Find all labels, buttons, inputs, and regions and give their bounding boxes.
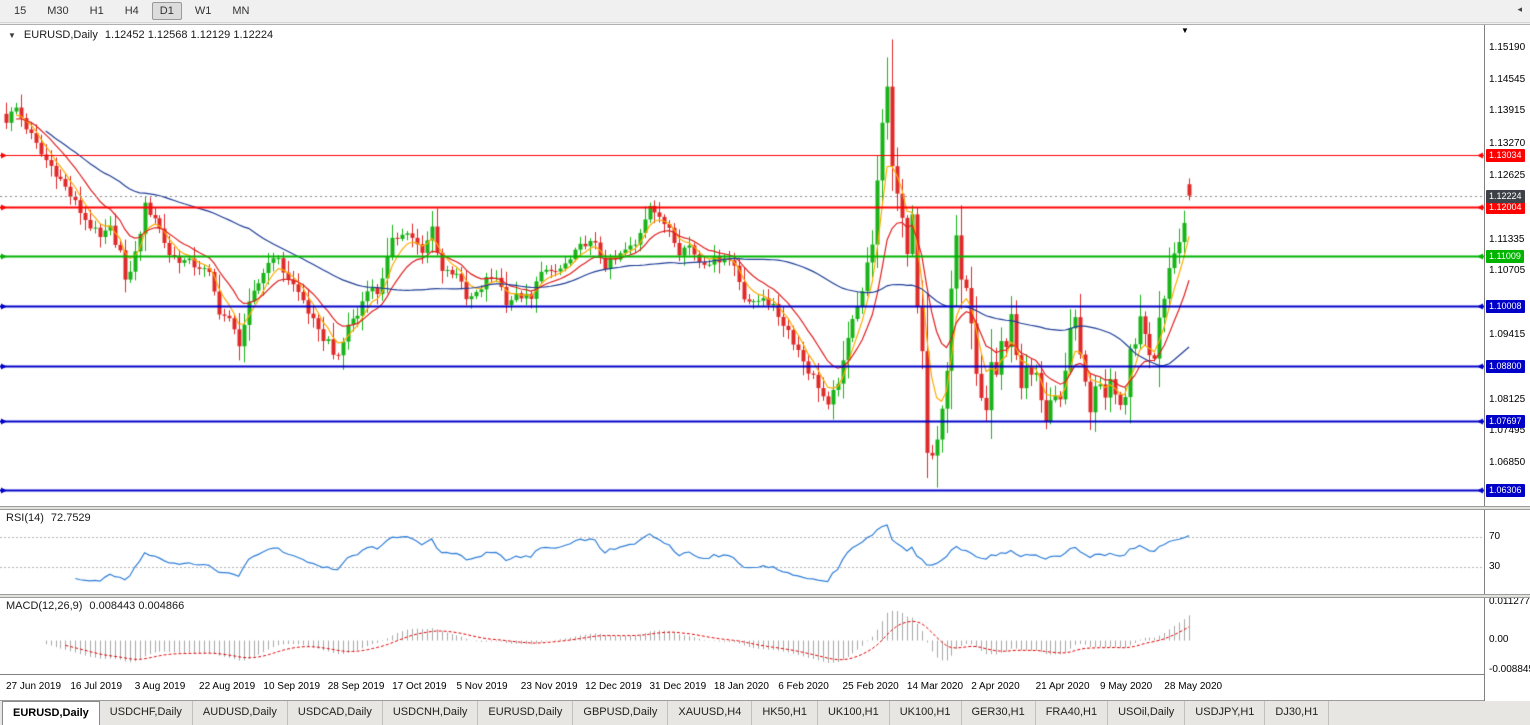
time-scale-label: 12 Dec 2019 <box>585 681 642 692</box>
time-scale-label: 27 Jun 2019 <box>6 681 62 692</box>
price-scale-tick: 1.06850 <box>1489 457 1526 469</box>
chart-tab-uk100-h1[interactable]: UK100,H1 <box>818 701 890 725</box>
time-scale[interactable]: 27 Jun 2019 16 Jul 2019 3 Aug 2019 22 Aug 2… <box>0 674 1484 701</box>
time-scale-label: 10 Sep 2019 <box>263 681 321 692</box>
rsi-scale-tick: 30 <box>1489 560 1501 572</box>
price-level-badge: 1.08800 <box>1486 360 1525 374</box>
time-scale-label: 28 Sep 2019 <box>327 681 385 692</box>
rsi-scale-tick: 70 <box>1489 531 1501 543</box>
timeframe-button-h1[interactable]: H1 <box>89 5 104 17</box>
price-scale-tick: 1.15190 <box>1489 41 1526 53</box>
price-scale-tick: 1.12625 <box>1489 169 1526 181</box>
chart-tab-fra40-h1[interactable]: FRA40,H1 <box>1036 701 1109 725</box>
time-scale-label: 14 Mar 2020 <box>906 681 964 692</box>
chart-tab-eurusd-daily[interactable]: EURUSD,Daily <box>478 701 574 725</box>
rsi-header: RSI(14) 72.7529 <box>6 512 91 524</box>
timeframe-button-w1[interactable]: W1 <box>194 5 212 17</box>
macd-indicator-label: MACD(12,26,9) <box>6 600 83 612</box>
rsi-indicator-value: 72.7529 <box>50 512 91 524</box>
chart-tab-usdcad-daily[interactable]: USDCAD,Daily <box>288 701 383 725</box>
time-scale-label: 3 Aug 2019 <box>134 681 186 692</box>
macd-indicator-values: 0.008443 0.004866 <box>89 600 185 612</box>
current-price-badge: 1.12224 <box>1486 189 1525 203</box>
chart-shift-marker-icon[interactable]: ▼ <box>1181 26 1189 35</box>
chart-tab-xauusd-h4[interactable]: XAUUSD,H4 <box>668 701 753 725</box>
macd-scale-tick: 0.00 <box>1489 634 1509 646</box>
main-chart-canvas[interactable] <box>0 25 1484 506</box>
time-scale-label: 23 Nov 2019 <box>520 681 578 692</box>
timeframe-button-group: 15 M30 H1 H4 D1 W1 MN <box>6 2 257 20</box>
time-scale-label: 5 Nov 2019 <box>456 681 508 692</box>
price-level-badge: 1.12004 <box>1486 200 1525 214</box>
chart-tab-usdchf-daily[interactable]: USDCHF,Daily <box>100 701 193 725</box>
timeframe-toolbar: 15 M30 H1 H4 D1 W1 MN ◂ <box>0 0 1530 23</box>
chart-tab-hk50-h1[interactable]: HK50,H1 <box>752 701 818 725</box>
time-scale-label: 18 Jan 2020 <box>713 681 769 692</box>
time-scale-label: 6 Feb 2020 <box>778 681 829 692</box>
chart-tab-bar: EURUSD,Daily USDCHF,Daily AUDUSD,Daily USDC… <box>0 700 1530 725</box>
time-scale-label: 17 Oct 2019 <box>392 681 447 692</box>
chart-tab-gbpusd-daily[interactable]: GBPUSD,Daily <box>573 701 669 725</box>
time-scale-label: 22 Aug 2019 <box>199 681 256 692</box>
chart-tab-eurusd-daily[interactable]: EURUSD,Daily <box>2 701 100 725</box>
time-scale-label: 9 May 2020 <box>1099 681 1153 692</box>
chart-tab-usdcnh-daily[interactable]: USDCNH,Daily <box>383 701 479 725</box>
panel-splitter[interactable] <box>0 506 1530 510</box>
timeframe-button-mn[interactable]: MN <box>232 5 250 17</box>
chart-window: ▼ ▼ EURUSD,Daily 1.12452 1.12568 1.12129… <box>0 24 1530 701</box>
timeframe-button-m30[interactable]: M30 <box>47 5 69 17</box>
macd-scale-tick: -0.008845 <box>1489 664 1530 675</box>
symbol-dropdown-icon[interactable]: ▼ <box>8 30 16 40</box>
time-scale-label: 2 Apr 2020 <box>971 681 1020 692</box>
rsi-indicator-label: RSI(14) <box>6 512 44 524</box>
timeframe-button-d1[interactable]: D1 <box>151 2 182 20</box>
price-scale-tick: 1.13915 <box>1489 105 1526 117</box>
chart-tab-usdjpy-h1[interactable]: USDJPY,H1 <box>1185 701 1266 725</box>
price-level-badge: 1.07697 <box>1486 415 1525 428</box>
toolbar-overflow-icon[interactable]: ◂ <box>1517 4 1522 14</box>
chart-ohlc-quote: 1.12452 1.12568 1.12129 1.12224 <box>104 29 274 41</box>
panel-splitter[interactable] <box>0 594 1530 598</box>
price-level-badge: 1.10008 <box>1486 299 1525 313</box>
time-scale-label: 21 Apr 2020 <box>1035 681 1090 692</box>
chart-tab-uk100-h1[interactable]: UK100,H1 <box>890 701 962 725</box>
time-scale-label: 31 Dec 2019 <box>649 681 707 692</box>
price-scale-tick: 1.13270 <box>1489 137 1526 149</box>
price-scale[interactable]: 1.15190 1.14545 1.13915 1.13270 1.12625 1.113… <box>1484 25 1530 701</box>
chart-header: ▼ EURUSD,Daily 1.12452 1.12568 1.12129 1… <box>8 29 273 41</box>
time-scale-label: 25 Feb 2020 <box>842 681 899 692</box>
timeframe-button-15[interactable]: 15 <box>14 5 27 17</box>
price-scale-tick: 1.14545 <box>1489 74 1526 86</box>
price-level-badge: 1.06306 <box>1486 484 1525 498</box>
macd-scale-tick: 0.011277 <box>1489 596 1530 607</box>
timeframe-button-h4[interactable]: H4 <box>124 5 139 17</box>
price-scale-tick: 1.10705 <box>1489 265 1526 277</box>
price-scale-tick: 1.07495 <box>1489 425 1526 437</box>
macd-header: MACD(12,26,9) 0.008443 0.004866 <box>6 600 184 612</box>
price-scale-tick: 1.11335 <box>1489 233 1525 245</box>
chart-tab-ger30-h1[interactable]: GER30,H1 <box>962 701 1036 725</box>
chart-symbol-label: EURUSD,Daily <box>23 29 98 41</box>
price-scale-tick: 1.08125 <box>1489 393 1526 405</box>
rsi-canvas[interactable] <box>0 510 1484 594</box>
chart-tab-usoil-daily[interactable]: USOil,Daily <box>1108 701 1186 725</box>
price-scale-tick: 1.09415 <box>1489 329 1526 341</box>
price-level-badge: 1.13034 <box>1486 149 1525 163</box>
chart-tab-dj30-h1[interactable]: DJ30,H1 <box>1265 701 1330 725</box>
chart-tab-audusd-daily[interactable]: AUDUSD,Daily <box>193 701 288 725</box>
time-scale-label: 28 May 2020 <box>1164 681 1223 692</box>
price-level-badge: 1.11009 <box>1486 250 1524 264</box>
macd-canvas[interactable] <box>0 598 1484 674</box>
time-scale-label: 16 Jul 2019 <box>70 681 123 692</box>
